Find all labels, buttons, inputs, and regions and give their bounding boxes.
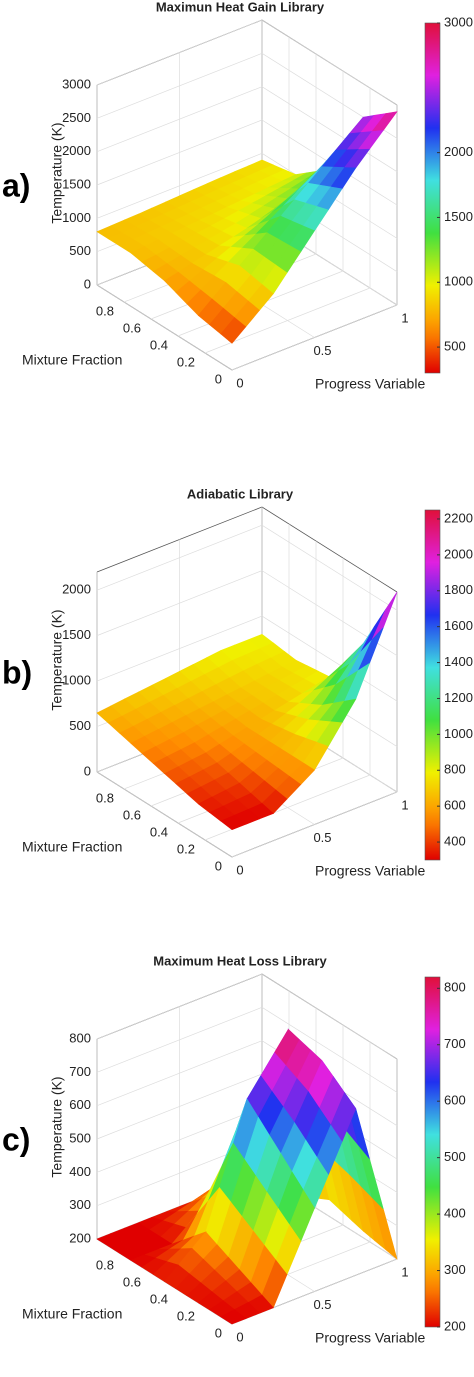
- y-tick-label: 0.2: [177, 1308, 195, 1323]
- grid-line: [261, 973, 398, 1060]
- z-tick-label: 3000: [62, 76, 91, 91]
- y-axis-label: Mixture Fraction: [22, 839, 122, 855]
- y-tick-label: 0.6: [123, 807, 141, 822]
- z-tick-label: 2000: [62, 143, 91, 158]
- colorbar-tick-label: 1600: [444, 618, 473, 633]
- surface-patch: [220, 1309, 247, 1325]
- x-tick-label: 0: [236, 862, 243, 877]
- y-tick-label: 0.4: [150, 337, 168, 352]
- y-tick-label: 0.2: [177, 841, 195, 856]
- colorbar-tick-label: 600: [444, 1093, 466, 1108]
- panel-label: a): [2, 167, 30, 203]
- z-tick-label: 1500: [62, 627, 91, 642]
- surface-patch: [220, 814, 247, 831]
- grid-line: [261, 524, 398, 611]
- colorbar-tick-label: 1200: [444, 690, 473, 705]
- y-tick-label: 0.8: [96, 303, 114, 318]
- z-tick-label: 500: [69, 718, 91, 733]
- colorbar: [424, 509, 441, 861]
- z-tick-label: 0: [84, 763, 91, 778]
- z-axis-label: Temperature (K): [49, 609, 65, 710]
- z-tick-label: 2000: [62, 582, 91, 597]
- colorbar-tick-label: 1000: [444, 726, 473, 741]
- grid-line: [261, 615, 398, 702]
- y-axis-label: Mixture Fraction: [22, 352, 122, 368]
- z-tick-label: 600: [69, 1097, 91, 1112]
- colorbar: [424, 22, 441, 374]
- chart-title: Maximum Heat Loss Library: [153, 953, 327, 968]
- x-tick-label: 0: [236, 1329, 243, 1344]
- z-axis-label: Temperature (K): [49, 122, 65, 223]
- z-tick-label: 700: [69, 1064, 91, 1079]
- y-axis-label: Mixture Fraction: [22, 1306, 122, 1322]
- z-tick-label: 1000: [62, 673, 91, 688]
- grid-line: [96, 284, 233, 371]
- x-axis-label: Progress Variable: [315, 376, 425, 392]
- z-tick-label: 500: [69, 243, 91, 258]
- colorbar-tick-label: 600: [444, 798, 466, 813]
- colorbar-tick-label: 1000: [444, 274, 473, 289]
- colorbar-tick-label: 2200: [444, 510, 473, 525]
- colorbar-tick-label: 2000: [444, 546, 473, 561]
- z-tick-label: 1000: [62, 210, 91, 225]
- panel-label: c): [2, 1121, 30, 1157]
- x-axis-label: Progress Variable: [315, 863, 425, 879]
- y-tick-label: 0.4: [150, 1291, 168, 1306]
- y-tick-label: 0.2: [177, 354, 195, 369]
- colorbar-tick-label: 1400: [444, 654, 473, 669]
- colorbar-tick-label: 700: [444, 1036, 466, 1051]
- chart-title: Maximun Heat Gain Library: [156, 0, 325, 14]
- z-tick-label: 2500: [62, 110, 91, 125]
- y-tick-label: 0: [215, 371, 222, 386]
- x-tick-label: 0.5: [313, 1297, 331, 1312]
- colorbar-tick-label: 300: [444, 1262, 466, 1277]
- colorbar: [424, 976, 441, 1328]
- y-tick-label: 0: [215, 858, 222, 873]
- z-axis-label: Temperature (K): [49, 1076, 65, 1177]
- x-tick-label: 1: [401, 1264, 408, 1279]
- grid-line: [261, 19, 398, 106]
- chart-title: Adiabatic Library: [187, 486, 294, 501]
- colorbar-tick-label: 1500: [444, 209, 473, 224]
- grid-line: [261, 1007, 398, 1093]
- z-tick-label: 200: [69, 1230, 91, 1245]
- y-tick-label: 0.6: [123, 1274, 141, 1289]
- colorbar-tick-label: 500: [444, 1149, 466, 1164]
- z-tick-label: 300: [69, 1197, 91, 1212]
- z-tick-label: 0: [84, 276, 91, 291]
- colorbar-tick-label: 400: [444, 1206, 466, 1221]
- z-tick-label: 800: [69, 1030, 91, 1045]
- colorbar-tick-label: 2000: [444, 144, 473, 159]
- z-tick-label: 500: [69, 1130, 91, 1145]
- y-tick-label: 0.8: [96, 1257, 114, 1272]
- colorbar-tick-label: 200: [444, 1318, 466, 1333]
- axis-box: [261, 506, 398, 593]
- colorbar-tick-label: 800: [444, 980, 466, 995]
- y-tick-label: 0.4: [150, 824, 168, 839]
- surface-patch: [220, 317, 247, 344]
- x-axis-label: Progress Variable: [315, 1330, 425, 1346]
- x-tick-label: 0.5: [313, 343, 331, 358]
- y-tick-label: 0: [215, 1325, 222, 1340]
- x-tick-label: 0.5: [313, 830, 331, 845]
- z-tick-label: 1500: [62, 176, 91, 191]
- colorbar-tick-label: 500: [444, 339, 466, 354]
- x-tick-label: 0: [236, 375, 243, 390]
- colorbar-tick-label: 1800: [444, 582, 473, 597]
- colorbar-tick-label: 400: [444, 833, 466, 848]
- panel-label: b): [2, 654, 32, 690]
- y-tick-label: 0.6: [123, 320, 141, 335]
- x-tick-label: 1: [401, 310, 408, 325]
- surface-patch: [371, 591, 398, 641]
- y-tick-label: 0.8: [96, 790, 114, 805]
- x-tick-label: 1: [401, 797, 408, 812]
- grid-line: [261, 86, 398, 172]
- colorbar-tick-label: 800: [444, 762, 466, 777]
- colorbar-tick-label: 3000: [444, 14, 473, 29]
- grid-line: [96, 771, 233, 858]
- z-tick-label: 400: [69, 1164, 91, 1179]
